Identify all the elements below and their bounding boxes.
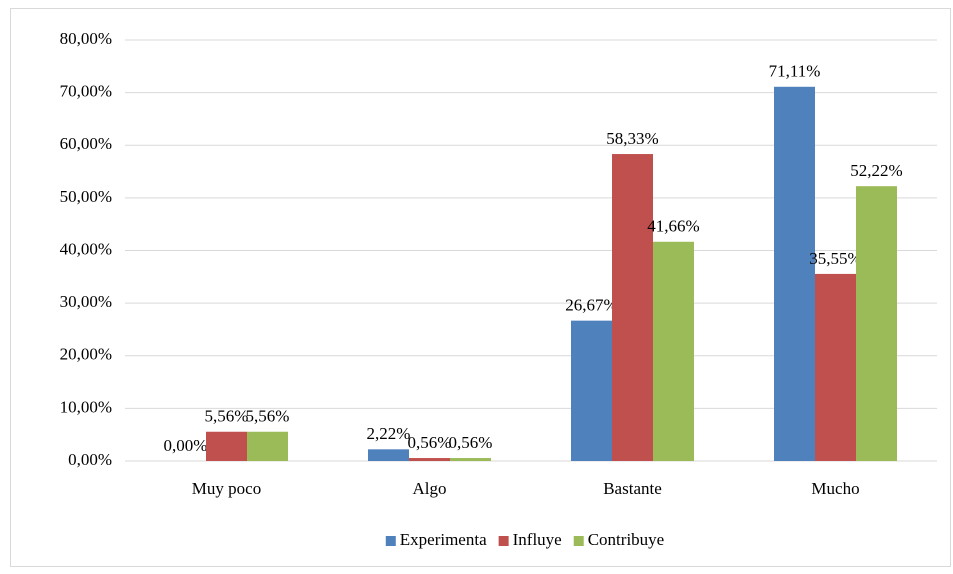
x-tick-label: Mucho [811,479,859,498]
bar [571,320,612,461]
bar [368,449,409,461]
y-tick-label: 20,00% [60,345,112,364]
data-label: 35,55% [809,249,861,268]
legend-swatch [573,536,584,546]
data-label: 5,56% [246,407,290,426]
y-tick-label: 30,00% [60,292,112,311]
y-tick-label: 60,00% [60,134,112,153]
data-label: 58,33% [606,129,658,148]
y-tick-label: 0,00% [68,450,112,469]
bar [815,273,856,461]
data-label: 41,66% [647,217,699,236]
data-label: 2,22% [367,424,411,443]
legend-swatch [498,536,509,546]
data-label: 26,67% [565,296,617,315]
x-tick-label: Bastante [603,479,662,498]
legend-label: Experimenta [400,530,487,549]
data-label: 71,11% [769,62,821,81]
bar [856,186,897,461]
data-label: 0,56% [408,433,452,452]
y-tick-label: 70,00% [60,82,112,101]
x-tick-label: Algo [413,479,447,498]
data-label: 5,56% [205,407,249,426]
bar [612,154,653,461]
y-tick-label: 40,00% [60,239,112,258]
bar [247,431,288,461]
bar [409,458,450,461]
y-tick-label: 50,00% [60,187,112,206]
bar [206,431,247,461]
legend-label: Contribuye [588,530,665,549]
data-label: 0,56% [449,433,493,452]
y-tick-label: 80,00% [60,29,112,48]
data-label: 0,00% [164,436,208,455]
x-tick-label: Muy poco [192,479,261,498]
legend-swatch [385,536,396,546]
bar [450,458,491,461]
legend-label: Influye [513,530,562,549]
y-tick-label: 10,00% [60,397,112,416]
bar [774,86,815,461]
data-label: 52,22% [850,161,902,180]
bar [653,241,694,461]
